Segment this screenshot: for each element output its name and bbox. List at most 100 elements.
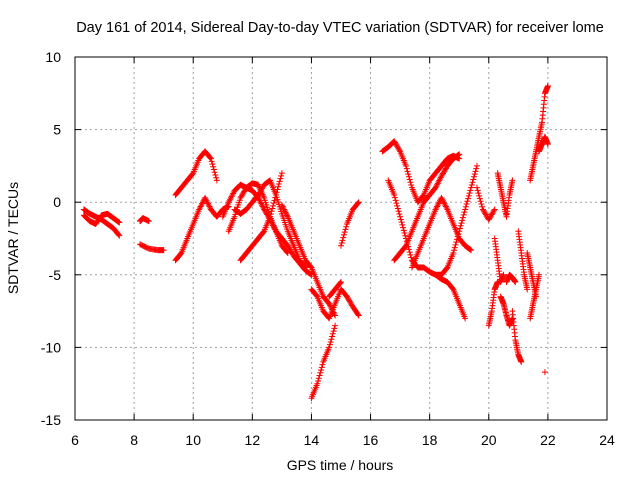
data-point xyxy=(485,216,492,223)
data-point xyxy=(205,202,212,209)
series-arc-ag xyxy=(541,369,548,376)
data-point xyxy=(284,249,291,256)
data-point xyxy=(332,312,339,319)
data-point xyxy=(228,193,235,200)
data-point xyxy=(278,202,285,209)
data-point xyxy=(339,237,346,244)
data-point xyxy=(476,192,483,199)
data-point xyxy=(260,205,267,212)
data-point xyxy=(439,171,446,178)
data-point xyxy=(318,364,325,371)
data-point xyxy=(343,223,350,230)
data-point xyxy=(456,151,463,158)
data-point xyxy=(391,138,398,145)
data-point xyxy=(453,239,460,246)
series-arc-o xyxy=(338,286,362,319)
data-point xyxy=(468,184,475,191)
data-point xyxy=(160,247,167,254)
data-point xyxy=(317,369,324,376)
data-point xyxy=(544,83,551,90)
data-point xyxy=(116,232,123,239)
data-point xyxy=(474,187,481,194)
data-point xyxy=(189,171,196,178)
data-point xyxy=(330,328,337,335)
data-point xyxy=(443,205,450,212)
data-point xyxy=(354,311,361,318)
series-arc-aa xyxy=(509,308,525,365)
data-point xyxy=(439,197,446,204)
data-point xyxy=(454,152,461,159)
data-point xyxy=(433,205,440,212)
data-point xyxy=(395,145,402,152)
data-point xyxy=(203,197,210,204)
data-point xyxy=(406,176,413,183)
data-point xyxy=(461,209,468,216)
data-point xyxy=(407,251,414,258)
data-point xyxy=(400,227,407,234)
data-point xyxy=(456,225,463,232)
data-point xyxy=(260,229,267,236)
data-point xyxy=(306,270,313,277)
data-point xyxy=(237,194,244,201)
data-point xyxy=(405,246,412,253)
data-point xyxy=(206,203,213,210)
data-points xyxy=(80,83,551,402)
series-arc-y xyxy=(497,293,516,329)
data-point xyxy=(278,170,285,177)
data-point xyxy=(115,218,122,225)
data-point xyxy=(240,189,247,196)
data-point xyxy=(465,192,472,199)
data-point xyxy=(270,200,277,207)
y-axis-label: SDTVAR / TECUs xyxy=(5,182,21,294)
data-point xyxy=(199,200,206,207)
data-point xyxy=(466,190,473,197)
data-point xyxy=(443,265,450,272)
data-point xyxy=(544,141,551,148)
data-point xyxy=(257,199,264,206)
data-point xyxy=(541,369,548,376)
data-point xyxy=(488,211,495,218)
chart-title: Day 161 of 2014, Sidereal Day-to-day VTE… xyxy=(76,20,604,36)
data-point xyxy=(470,176,477,183)
data-point xyxy=(479,203,486,210)
data-point xyxy=(441,200,448,207)
data-point xyxy=(282,209,289,216)
data-point xyxy=(278,172,285,179)
data-point xyxy=(402,243,409,250)
series-arc-ad xyxy=(527,271,543,322)
x-tick-label: 14 xyxy=(304,432,320,448)
x-tick-label: 16 xyxy=(363,432,379,448)
series-arc-d xyxy=(172,148,220,198)
data-point xyxy=(210,166,217,173)
axis-ticks: 6 8 10 12 14 16 18 20 22 24 -15 -10 -5 0 5 10 xyxy=(41,49,615,448)
data-point xyxy=(281,207,288,214)
data-point xyxy=(277,175,284,182)
data-point xyxy=(211,169,218,176)
data-point xyxy=(450,250,457,257)
data-point xyxy=(225,199,232,206)
data-point xyxy=(442,165,449,172)
data-point xyxy=(347,299,354,306)
data-point xyxy=(198,202,205,209)
data-point xyxy=(258,200,265,207)
data-point xyxy=(487,214,494,221)
data-point xyxy=(270,202,277,209)
y-tick-label: -15 xyxy=(41,412,61,428)
data-point xyxy=(342,226,349,233)
data-point xyxy=(241,187,248,194)
data-point xyxy=(393,142,400,149)
data-point xyxy=(392,197,399,204)
data-point xyxy=(473,184,480,191)
data-point xyxy=(407,179,414,186)
data-point xyxy=(256,197,263,204)
data-point xyxy=(319,361,326,368)
data-point xyxy=(400,224,407,231)
data-point xyxy=(284,242,291,249)
data-point xyxy=(477,198,484,205)
data-point xyxy=(279,203,286,210)
series-arc-k xyxy=(308,286,344,322)
series-arc-w xyxy=(491,235,507,286)
data-point xyxy=(391,191,398,198)
series-arc-ae xyxy=(527,83,551,184)
x-tick-label: 8 xyxy=(130,432,138,448)
